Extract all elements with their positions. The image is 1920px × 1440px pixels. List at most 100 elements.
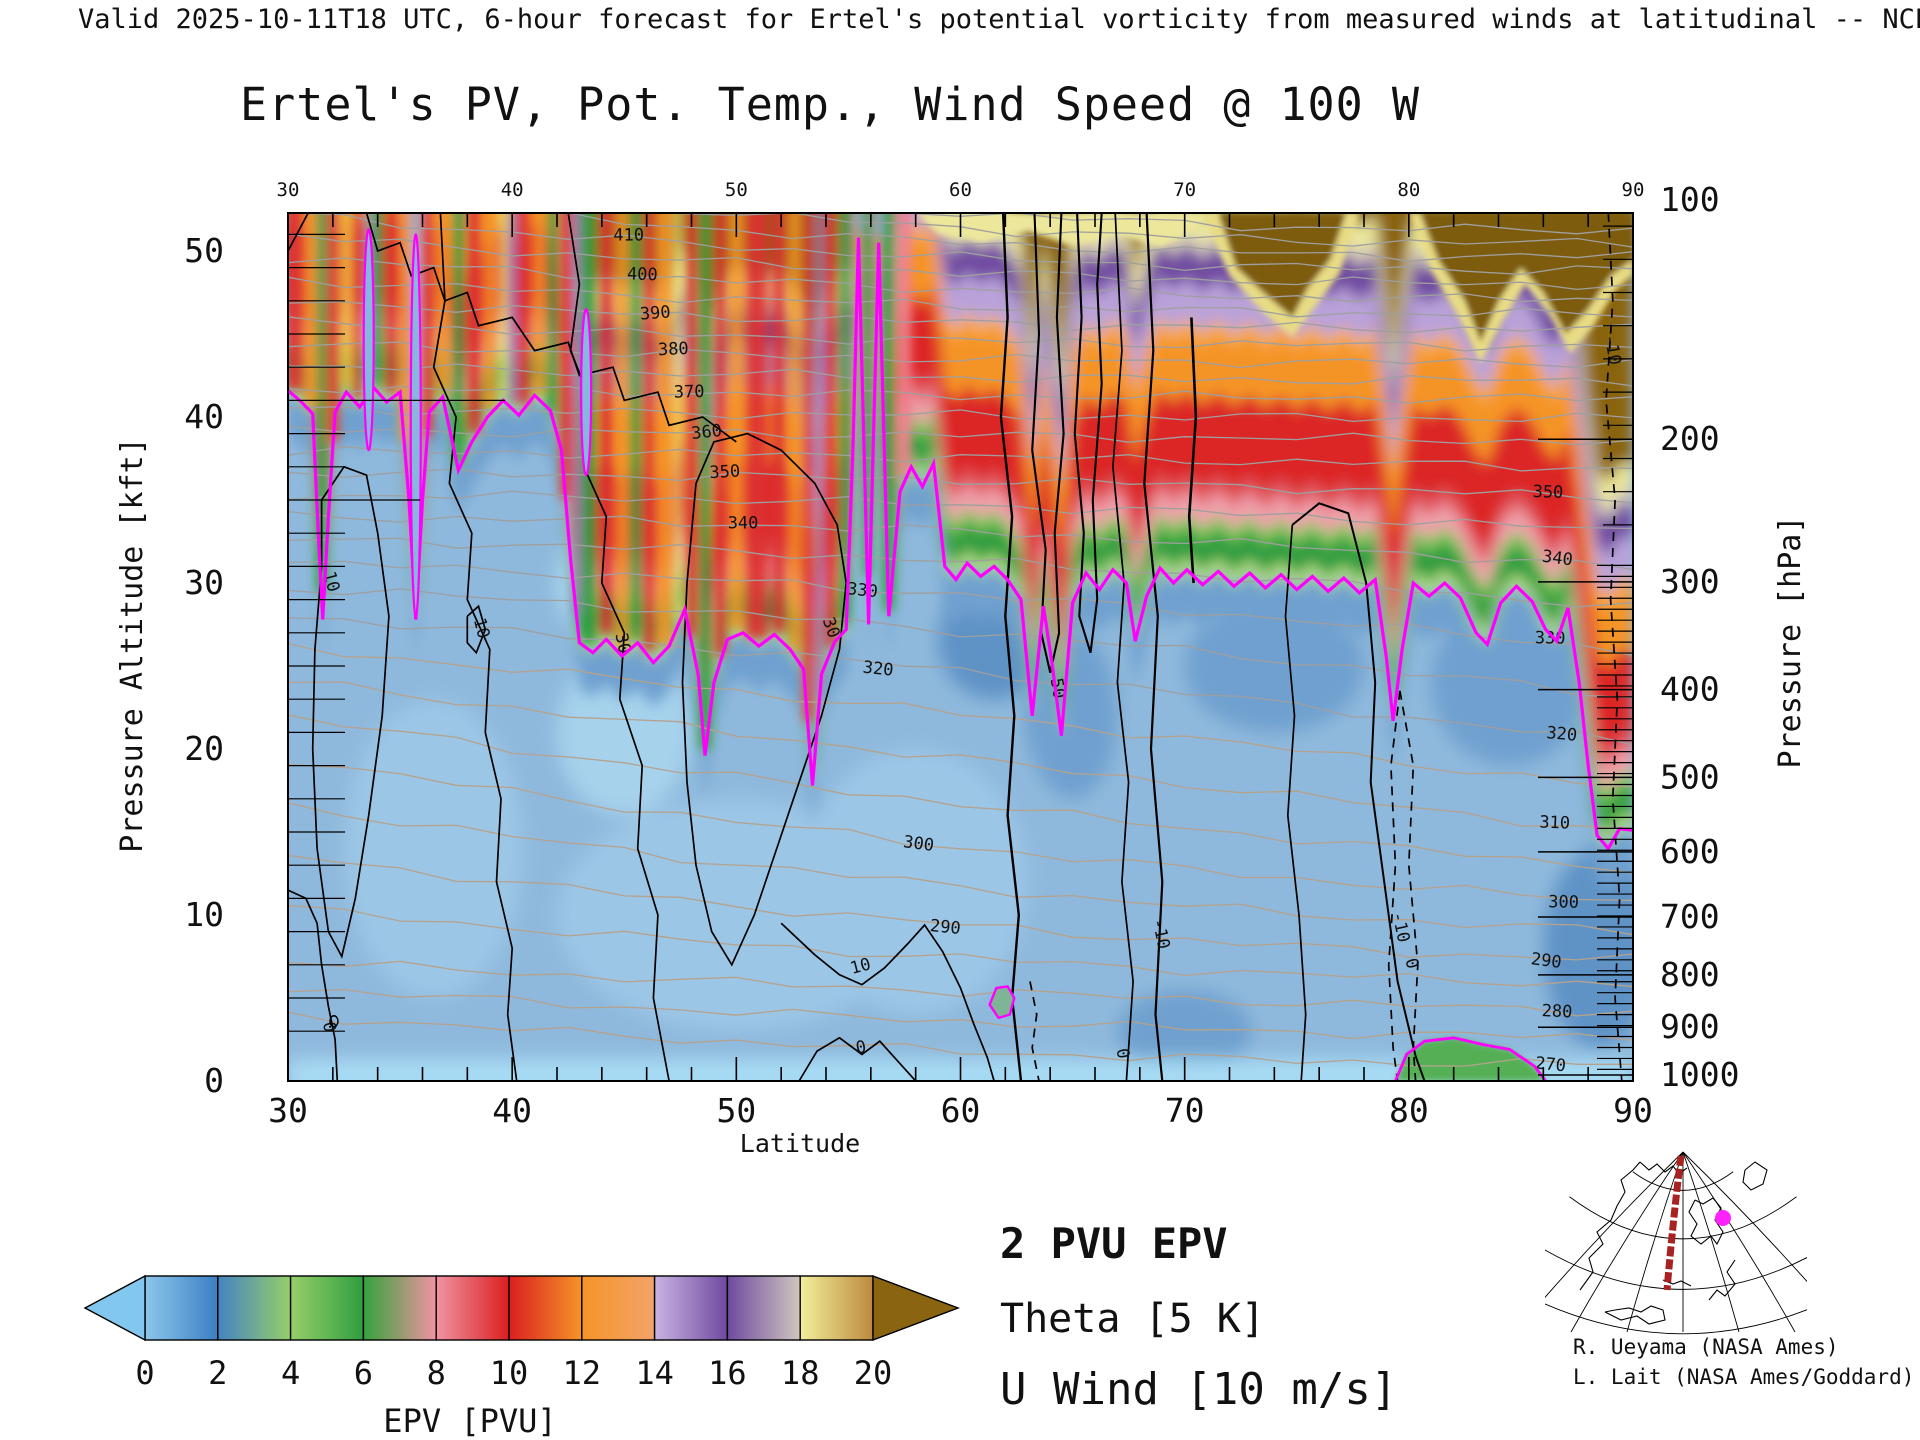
bottom-tick-label: 60	[941, 1091, 981, 1130]
theta-contour	[288, 588, 1633, 699]
epv-stripe	[838, 213, 849, 626]
credit-line-2: L. Lait (NASA Ames/Goddard)	[1573, 1365, 1914, 1389]
epv-stripe	[353, 213, 362, 399]
u-wind-contour	[1073, 213, 1103, 654]
cross-section-track	[1663, 1155, 1685, 1291]
epv-stripe	[616, 213, 628, 651]
theta-contour	[288, 233, 1633, 291]
colorbar-segment	[726, 1275, 801, 1341]
theta-contour	[288, 617, 1633, 746]
theta-contour-label: 340	[1541, 547, 1574, 571]
coastline	[1708, 1259, 1736, 1301]
left-tick-label: 0	[204, 1061, 224, 1100]
u-wind-contour	[1187, 317, 1198, 584]
theta-contour	[288, 276, 1633, 318]
left-tick-label: 10	[184, 895, 224, 934]
bottom-tick-label: 30	[268, 1091, 308, 1130]
graticule-meridian	[1682, 1151, 1740, 1333]
right-tick-label: 900	[1660, 1007, 1720, 1046]
left-tick-label: 30	[184, 563, 224, 602]
epv-stripe	[729, 213, 744, 630]
theta-contour-label: 370	[674, 382, 705, 403]
epv-top-patch	[915, 213, 1218, 248]
epv-stripe	[499, 213, 508, 395]
figure-title: Ertel's PV, Pot. Temp., Wind Speed @ 100…	[240, 78, 1420, 131]
theta-contour	[288, 363, 1633, 387]
top-tick-label: 60	[949, 179, 972, 201]
u-wind-zero-marker	[329, 1015, 339, 1028]
colorbar-tick-label: 4	[281, 1354, 300, 1392]
colorbar-tick-label: 12	[563, 1354, 602, 1392]
epv-stripe	[699, 213, 711, 750]
colorbar-segment	[289, 1275, 365, 1341]
epv-stripe	[467, 213, 481, 433]
epv-stripe	[400, 213, 410, 441]
u-wind-contour	[798, 1036, 917, 1081]
u-wind-contour-negative	[1387, 690, 1401, 1081]
u-wind-contour	[311, 465, 390, 959]
epv-stripe	[372, 213, 384, 387]
u-wind-contour-label: 50	[1046, 677, 1069, 701]
theta-contour	[288, 681, 1633, 830]
theta-contour-label: 400	[627, 264, 658, 285]
theta-contour	[288, 425, 1633, 446]
top-tick-label: 70	[1173, 179, 1196, 201]
epv-stripe	[656, 213, 673, 645]
bottom-axis-title: Latitude	[740, 1129, 860, 1158]
epv-stripe	[897, 213, 912, 476]
theta-contour-label: 420	[600, 192, 632, 214]
colorbar-segment	[435, 1275, 510, 1341]
colorbar-segment	[144, 1275, 219, 1341]
u-wind-contour	[681, 432, 848, 967]
coastline	[1604, 1305, 1666, 1325]
graticule-meridian	[1545, 1151, 1684, 1298]
u-wind-contour	[999, 213, 1023, 1081]
theta-contour-label: 310	[1539, 813, 1570, 834]
graticule-parallel	[1545, 1303, 1807, 1335]
theta-contour-label: 280	[1541, 1001, 1573, 1022]
epv-stripe	[327, 213, 339, 441]
theta-contour	[288, 316, 1633, 352]
tropopause-fold-oval	[362, 228, 375, 452]
epv-stripe	[435, 213, 450, 392]
epv-stripe	[484, 213, 496, 409]
epv-stripe	[883, 213, 895, 611]
location-marker	[1715, 1210, 1731, 1226]
theta-contour	[288, 764, 1633, 902]
colorbar-segment	[799, 1275, 874, 1341]
theta-contour-label: 390	[639, 302, 671, 324]
legend-line-theta: Theta [5 K]	[1000, 1296, 1265, 1342]
validity-line: Valid 2025-10-11T18 UTC, 6-hour forecast…	[78, 4, 1920, 35]
theta-contour-label: 290	[1530, 949, 1563, 973]
legend-line-2pvu: 2 PVU EPV	[1000, 1219, 1228, 1268]
top-tick-label: 30	[277, 179, 300, 201]
colorbar-tick-label: 10	[490, 1354, 529, 1392]
u-wind-contour	[1112, 213, 1134, 1081]
colorbar-tick-label: 0	[135, 1354, 154, 1392]
theta-contour	[288, 446, 1633, 472]
right-tick-label: 400	[1660, 670, 1720, 709]
theta-contour-label: 300	[1548, 892, 1579, 913]
u-wind-contour-negative	[1605, 213, 1623, 1081]
left-tick-label: 50	[184, 231, 224, 270]
epv-stripe	[508, 213, 517, 403]
colorbar-underflow-arrow	[83, 1274, 146, 1342]
epv-stripe	[516, 213, 531, 404]
colorbar-title: EPV [PVU]	[383, 1402, 556, 1440]
legend-line-uwind: U Wind [10 m/s]	[1000, 1364, 1397, 1415]
u-wind-contour	[365, 213, 737, 443]
theta-contour	[288, 714, 1633, 874]
bottom-tick-label: 50	[716, 1091, 756, 1130]
theta-contour	[288, 854, 1633, 961]
epv-top-patch	[1420, 213, 1633, 343]
left-tick-label: 40	[184, 397, 224, 436]
theta-contour-label: 380	[658, 339, 690, 360]
right-tick-label: 100	[1660, 180, 1720, 219]
colorbar-segment	[217, 1275, 292, 1341]
top-tick-label: 50	[725, 179, 748, 201]
theta-contour-label: 270	[1534, 1053, 1567, 1076]
theta-contour	[288, 960, 1633, 1017]
